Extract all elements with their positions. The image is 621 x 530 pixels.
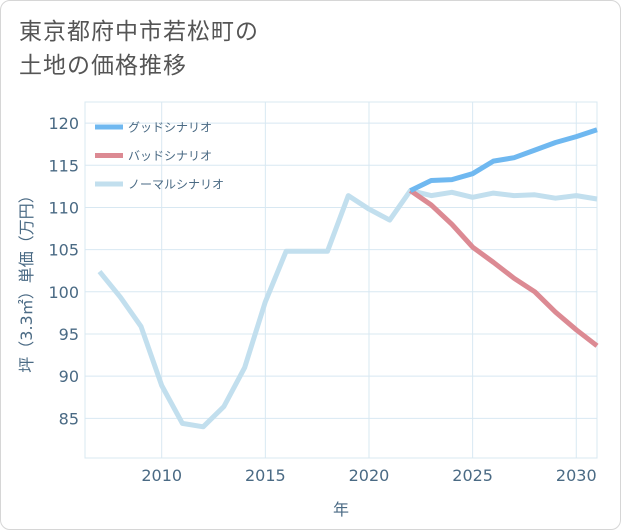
y-tick-label: 85 <box>59 409 79 428</box>
series-line-2 <box>408 188 599 348</box>
legend-label: バッドシナリオ <box>128 149 212 163</box>
y-tick-label: 110 <box>48 198 79 217</box>
series-line-1 <box>409 127 598 193</box>
series-line-3 <box>97 188 598 430</box>
x-axis-title: 年 <box>333 500 349 519</box>
y-tick-label: 105 <box>48 241 79 260</box>
y-tick-label: 115 <box>48 156 79 175</box>
series-layer <box>97 127 599 430</box>
x-tick-label: 2025 <box>452 466 493 485</box>
x-tick-label: 2015 <box>245 466 286 485</box>
legend-label: ノーマルシナリオ <box>128 178 224 192</box>
grid-lines <box>84 101 598 459</box>
plot-border <box>84 101 598 459</box>
y-tick-label: 100 <box>48 283 79 302</box>
x-tick-label: 2030 <box>556 466 597 485</box>
chart-title-line-2: 土地の価格推移 <box>19 53 187 79</box>
y-axis-title: 坪（3.3㎡）単価（万円） <box>17 187 36 372</box>
y-tick-label: 95 <box>59 325 79 344</box>
chart-title: 東京都府中市若松町の 土地の価格推移 <box>19 15 259 83</box>
tick-labels: 85 90 95 100 105 110 115 120 2010 2015 2020 2025 203… <box>48 114 596 485</box>
chart-title-line-1: 東京都府中市若松町の <box>19 19 259 45</box>
x-tick-label: 2020 <box>349 466 390 485</box>
y-tick-label: 90 <box>59 367 79 386</box>
y-tick-label: 120 <box>48 114 79 133</box>
legend-label: グッドシナリオ <box>128 121 212 135</box>
x-tick-label: 2010 <box>141 466 182 485</box>
